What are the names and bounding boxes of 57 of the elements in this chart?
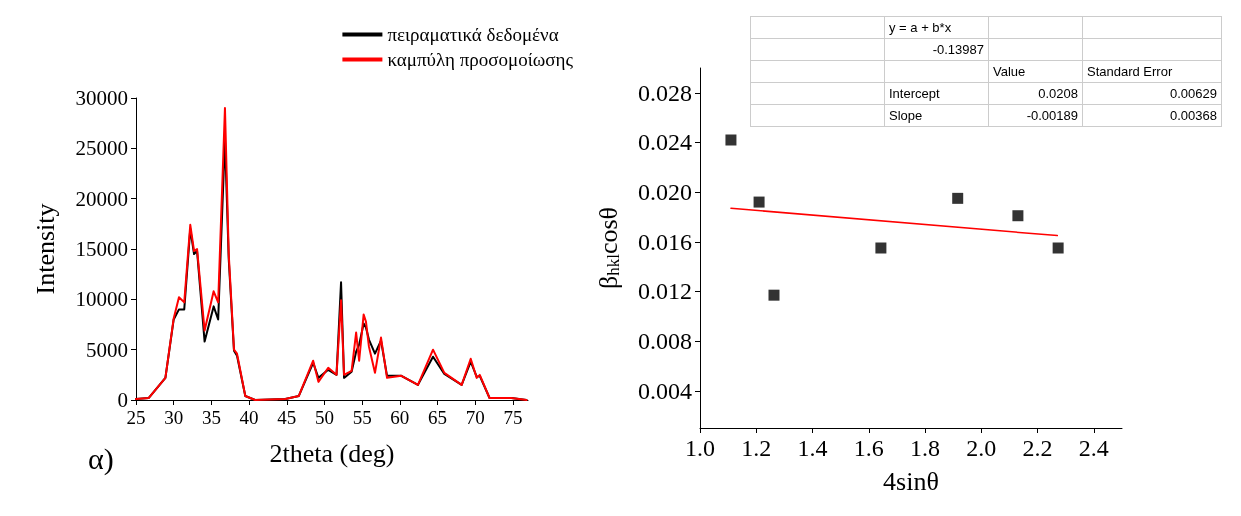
y-tick-label: 20000 bbox=[75, 186, 128, 211]
y-tick-label: 10000 bbox=[75, 287, 128, 312]
y-axis-title: Intensity bbox=[30, 203, 60, 295]
annotation: -0.00189 bbox=[988, 104, 1083, 127]
y-tick-label: 5000 bbox=[86, 337, 128, 362]
y-tick-label: 15000 bbox=[75, 237, 128, 261]
x-tick-label: 1.6 bbox=[853, 435, 884, 461]
x-tick-label: 1.2 bbox=[741, 435, 772, 461]
x-tick-label: 25 bbox=[126, 407, 146, 428]
y-tick-label: 0.008 bbox=[638, 328, 692, 355]
point bbox=[768, 289, 780, 301]
x-tick-label: 60 bbox=[390, 407, 410, 428]
x-tick-label: 2.0 bbox=[966, 435, 997, 461]
point bbox=[952, 192, 964, 204]
text: 0.00629 bbox=[1170, 86, 1217, 101]
annotation: Standard Error bbox=[1082, 60, 1222, 83]
point bbox=[725, 134, 737, 146]
text: 0.00368 bbox=[1170, 108, 1217, 123]
y-tick-label: 0.024 bbox=[638, 129, 692, 156]
x-tick-label: 50 bbox=[314, 407, 334, 428]
y-tick-label: 0.004 bbox=[638, 377, 692, 404]
x-tick-label: 35 bbox=[201, 407, 221, 428]
annotation: Slope bbox=[884, 104, 989, 127]
y-tick-label: 0 bbox=[117, 388, 128, 412]
annotation: 0.0208 bbox=[988, 82, 1083, 105]
legend-label: πειραματικά δεδομένα bbox=[387, 24, 559, 45]
annotation: Intercept bbox=[884, 82, 989, 105]
point bbox=[875, 242, 887, 254]
x-tick-label: 55 bbox=[352, 407, 372, 428]
y-axis-title: βhklcosθ bbox=[594, 206, 623, 290]
x-tick-label: 1.4 bbox=[797, 435, 828, 461]
y-tick-label: 25000 bbox=[75, 136, 128, 161]
y-tick-label: 0.020 bbox=[638, 179, 692, 206]
legend-label: καμπύλη προσομοίωσης bbox=[387, 49, 574, 70]
x-tick-label: 2.4 bbox=[1078, 435, 1109, 461]
x-tick-label: 45 bbox=[277, 407, 297, 428]
text: -0.13987 bbox=[932, 42, 984, 57]
text: α) bbox=[88, 441, 114, 476]
y-tick-label: 0.012 bbox=[638, 278, 692, 305]
y-tick-label: 30000 bbox=[75, 86, 128, 110]
x-tick-label: 30 bbox=[164, 407, 184, 428]
y-tick-label: 0.016 bbox=[638, 228, 692, 255]
x-tick-label: 75 bbox=[503, 407, 523, 428]
x-axis-title: 4sinθ bbox=[883, 466, 939, 496]
x-tick-label: 2.2 bbox=[1022, 435, 1053, 461]
point bbox=[753, 196, 765, 208]
annotation: Value bbox=[988, 60, 1083, 83]
x-tick-label: 1.8 bbox=[910, 435, 941, 461]
x-tick-label: 65 bbox=[428, 407, 448, 428]
point bbox=[1052, 242, 1064, 254]
y-tick-label: 0.028 bbox=[638, 79, 692, 106]
text: y = a + b*x bbox=[889, 20, 952, 35]
x-tick-label: 1.0 bbox=[685, 435, 715, 461]
x-tick-label: 40 bbox=[239, 407, 259, 428]
point bbox=[1012, 210, 1024, 222]
x-tick-label: 70 bbox=[465, 407, 485, 428]
x-axis-title: 2theta (deg) bbox=[269, 438, 395, 468]
